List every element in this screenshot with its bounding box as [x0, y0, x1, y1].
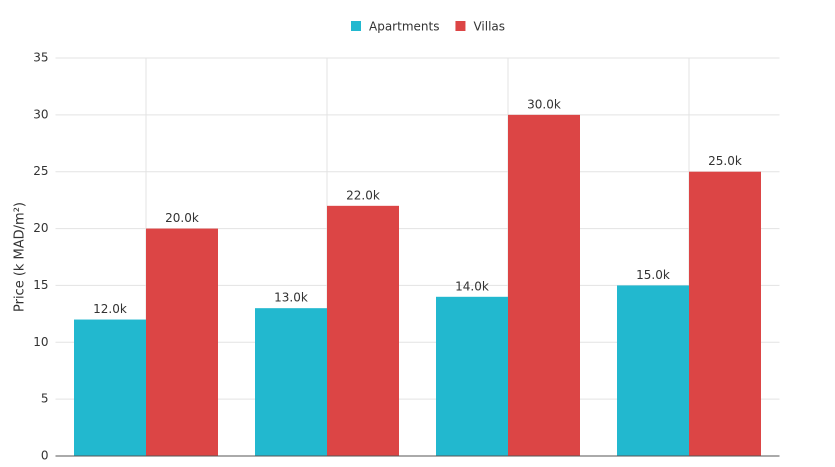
value-label: 15.0k [636, 268, 670, 282]
y-axis-label: Price (k MAD/m²) [13, 202, 28, 312]
legend-label: Apartments [369, 20, 439, 34]
value-label: 25.0k [708, 154, 742, 168]
bar [689, 171, 761, 456]
y-tick-label: 35 [33, 51, 48, 65]
legend-label: Villas [473, 20, 505, 34]
bar [617, 285, 689, 456]
bar [146, 228, 218, 456]
legend-swatch [455, 21, 466, 31]
y-tick-label: 15 [33, 278, 48, 292]
y-tick-label: 5 [41, 392, 49, 406]
value-label: 30.0k [527, 97, 561, 111]
y-tick-label: 0 [41, 449, 49, 463]
legend-swatch [351, 21, 361, 31]
value-label: 12.0k [93, 302, 127, 316]
bar [436, 296, 508, 456]
y-tick-label: 20 [33, 221, 48, 235]
y-tick-label: 30 [33, 107, 48, 121]
value-label: 22.0k [346, 188, 380, 202]
y-tick-label: 10 [33, 335, 48, 349]
bar [508, 114, 580, 456]
bar [255, 308, 327, 456]
bar [327, 205, 399, 456]
y-tick-label: 25 [33, 164, 48, 178]
value-label: 13.0k [274, 291, 308, 305]
bar [74, 319, 146, 456]
value-label: 14.0k [455, 279, 489, 293]
value-label: 20.0k [165, 211, 199, 225]
